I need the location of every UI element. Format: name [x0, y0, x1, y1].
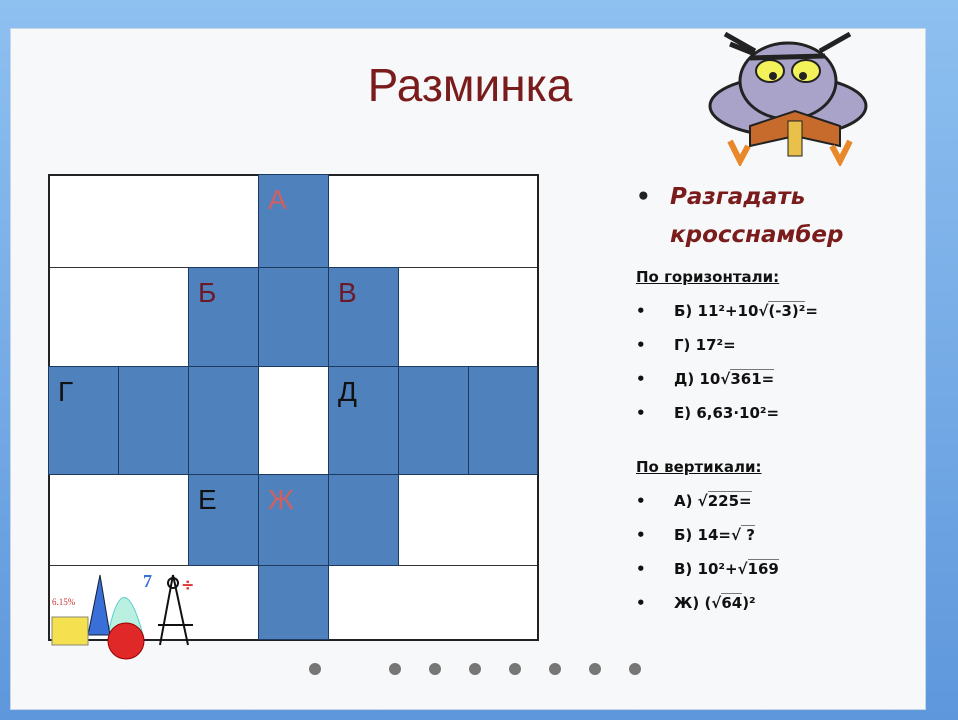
- cell-label: В: [338, 277, 357, 308]
- task-text: Разгадать кросснамбер: [670, 184, 844, 248]
- slide-dot[interactable]: [389, 663, 401, 675]
- bullet: •: [636, 492, 646, 510]
- crossword-cell[interactable]: [328, 366, 399, 475]
- cell-label: Г: [58, 376, 74, 407]
- clue-pre: Ж) (√: [674, 594, 722, 612]
- clue-item: • Б) 14=√ ?: [636, 518, 916, 552]
- cell-label: А: [268, 184, 287, 215]
- cell-label: Ж: [268, 484, 294, 515]
- crossword-cell[interactable]: [328, 267, 399, 367]
- clue-pre: Г) 17²=: [674, 336, 736, 354]
- vertical-clues: • А) √225= • Б) 14=√ ? • В) 10²+√169 • Ж) (√6…: [636, 484, 916, 620]
- crossword-cell[interactable]: [468, 366, 538, 475]
- crossword-cell[interactable]: [188, 366, 259, 475]
- slide-dot[interactable]: [549, 663, 561, 675]
- bullet: •: [636, 560, 646, 578]
- clue-item: • Ж) (√64)²: [636, 586, 916, 620]
- horizontal-clues: • Б) 11²+10√(-3)²= • Г) 17²= • Д) 10√361= • Е) …: [636, 294, 916, 430]
- cell-label: Б: [198, 277, 217, 308]
- horizontal-heading: По горизонтали:: [636, 268, 780, 286]
- cell-label: Д: [338, 376, 357, 407]
- cell-label: Е: [198, 484, 217, 515]
- crossword-cell[interactable]: [398, 366, 469, 475]
- clue-pre: Д) 10√: [674, 370, 731, 388]
- owl-reading-book-illustration: [708, 31, 868, 166]
- crossword-cell[interactable]: [258, 267, 329, 367]
- clue-item: • В) 10²+√169: [636, 552, 916, 586]
- svg-text:7: 7: [143, 571, 152, 591]
- bullet: •: [636, 184, 651, 210]
- clue-pre: А) √: [674, 492, 708, 510]
- clue-rad: 225=: [707, 491, 752, 510]
- task-heading: • Разгадать кросснамбер: [636, 178, 916, 254]
- slide-dot[interactable]: [509, 663, 521, 675]
- slide-dot[interactable]: [309, 663, 321, 675]
- math-clipart: 6.15% 7 ÷: [51, 571, 194, 660]
- clue-rad: 64: [721, 593, 743, 612]
- clue-pre: Е) 6,63·10²=: [674, 404, 780, 422]
- crossword-cell[interactable]: [118, 366, 189, 475]
- clue-rad: 361=: [730, 369, 775, 388]
- instructions-panel: • Разгадать кросснамбер По горизонтали: …: [636, 178, 916, 620]
- bullet: •: [636, 336, 646, 354]
- vertical-heading: По вертикали:: [636, 458, 762, 476]
- clue-rad: 169: [747, 559, 779, 578]
- bullet: •: [636, 370, 646, 388]
- clue-item: • Е) 6,63·10²=: [636, 396, 916, 430]
- bullet: •: [636, 302, 646, 320]
- slide-dot[interactable]: [589, 663, 601, 675]
- clue-rad: ?: [740, 525, 755, 544]
- clue-item: • А) √225=: [636, 484, 916, 518]
- crossword-cell[interactable]: [188, 267, 259, 367]
- clue-post: )²: [742, 594, 756, 612]
- clue-item: • Д) 10√361=: [636, 362, 916, 396]
- svg-text:÷: ÷: [181, 575, 194, 594]
- crossword-cell[interactable]: [48, 366, 119, 475]
- clue-post: =: [805, 302, 818, 320]
- clue-pre: Б) 11²+10√: [674, 302, 769, 320]
- clue-item: • Б) 11²+10√(-3)²=: [636, 294, 916, 328]
- bullet: •: [636, 526, 646, 544]
- crossword-grid: А Б В Г Д Е Ж: [48, 174, 539, 641]
- clue-item: • Г) 17²=: [636, 328, 916, 362]
- slide-title: Разминка: [367, 59, 573, 111]
- crossword-cell[interactable]: [258, 565, 329, 640]
- clue-pre: Б) 14=√: [674, 526, 741, 544]
- clue-pre: В) 10²+√: [674, 560, 748, 578]
- crossword-cell[interactable]: [328, 474, 399, 566]
- slide-dot[interactable]: [629, 663, 641, 675]
- bullet: •: [636, 594, 646, 612]
- slide-dot[interactable]: [469, 663, 481, 675]
- clue-rad: (-3)²: [768, 301, 806, 320]
- clipart-label: 6.15%: [52, 597, 76, 607]
- slide-dot[interactable]: [429, 663, 441, 675]
- bullet: •: [636, 404, 646, 422]
- crossword-cell[interactable]: [188, 474, 259, 566]
